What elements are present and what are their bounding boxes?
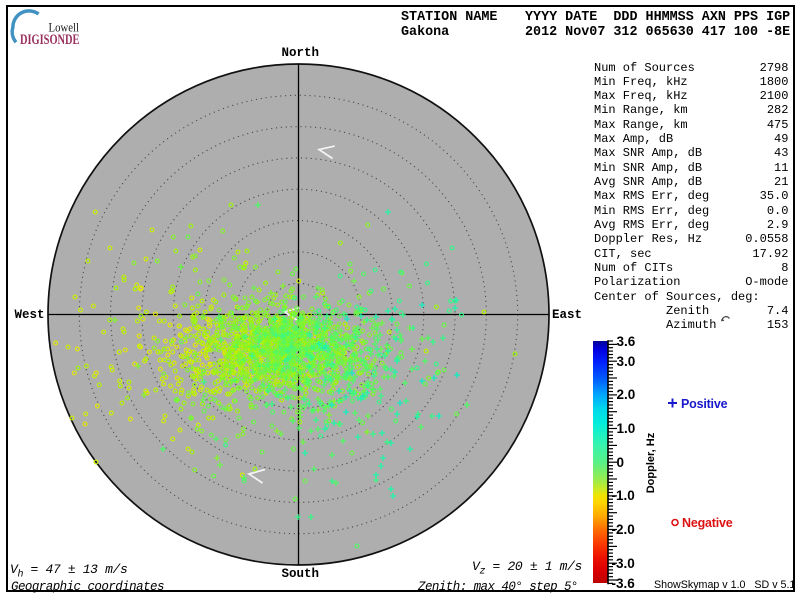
svg-text:DIGISONDE: DIGISONDE [20,32,80,48]
svg-text:Doppler, Hz: Doppler, Hz [645,432,657,493]
svg-text:Lowell: Lowell [49,20,80,35]
